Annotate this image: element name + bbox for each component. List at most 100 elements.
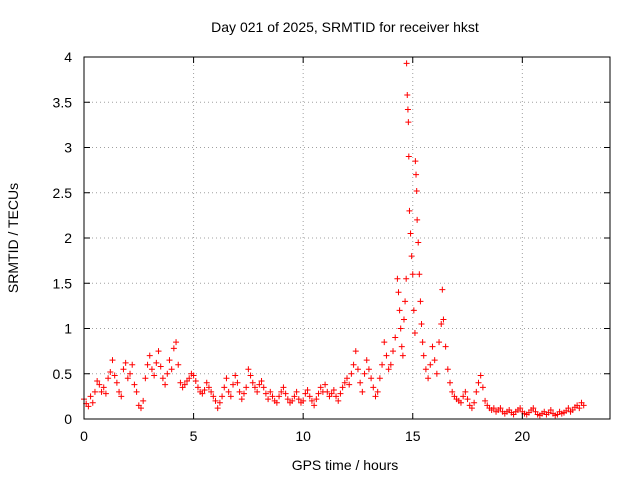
- data-point: [170, 345, 177, 352]
- data-point: [227, 393, 234, 400]
- data-point: [372, 393, 379, 400]
- data-point: [127, 370, 134, 377]
- data-point: [368, 375, 375, 382]
- x-tick-label: 10: [295, 428, 311, 444]
- data-point: [164, 370, 171, 377]
- data-point: [339, 384, 346, 391]
- data-point: [422, 366, 429, 373]
- plot-frame: [83, 56, 611, 420]
- data-point: [411, 330, 418, 337]
- data-point: [576, 405, 583, 412]
- data-point: [181, 381, 188, 388]
- data-point: [322, 381, 329, 388]
- data-point: [464, 396, 471, 403]
- data-point: [113, 379, 120, 386]
- data-point: [107, 368, 114, 375]
- data-point: [460, 393, 467, 400]
- data-point: [85, 403, 92, 410]
- data-point: [403, 275, 410, 282]
- data-point: [354, 366, 361, 373]
- data-point: [100, 384, 107, 391]
- data-point: [350, 361, 357, 368]
- data-point: [374, 388, 381, 395]
- data-point: [415, 239, 422, 246]
- data-point: [265, 396, 272, 403]
- data-point: [335, 397, 342, 404]
- data-point: [468, 405, 475, 412]
- y-tick-label: 0.5: [53, 366, 73, 382]
- data-point: [337, 390, 344, 397]
- data-point: [122, 359, 129, 366]
- grid: [84, 57, 610, 419]
- data-point: [153, 359, 160, 366]
- data-point: [151, 372, 158, 379]
- data-point: [120, 366, 127, 373]
- y-tick-label: 3: [64, 140, 72, 156]
- data-point: [308, 397, 315, 404]
- data-point: [396, 307, 403, 314]
- data-point: [230, 381, 237, 388]
- data-point: [205, 384, 212, 391]
- data-point: [247, 372, 254, 379]
- data-point: [407, 230, 414, 237]
- data-point: [376, 375, 383, 382]
- data-point: [418, 320, 425, 327]
- data-point: [565, 405, 572, 412]
- data-point: [87, 393, 94, 400]
- data-point: [387, 361, 394, 368]
- data-point: [425, 375, 432, 382]
- data-point: [216, 399, 223, 406]
- y-tick-label: 2: [64, 230, 72, 246]
- data-point: [91, 388, 98, 395]
- data-point: [402, 298, 409, 305]
- data-point: [381, 339, 388, 346]
- y-tick-label: 1.5: [53, 275, 73, 291]
- data-point: [223, 375, 230, 382]
- x-tick-label: 0: [80, 428, 88, 444]
- data-point: [420, 352, 427, 359]
- data-point: [442, 343, 449, 350]
- data-point: [293, 388, 300, 395]
- data-point: [547, 406, 554, 413]
- data-point: [289, 397, 296, 404]
- data-point: [190, 372, 197, 379]
- data-point: [365, 366, 372, 373]
- data-point: [194, 384, 201, 391]
- data-point: [214, 405, 221, 412]
- data-point: [317, 384, 324, 391]
- data-point: [175, 361, 182, 368]
- data-point: [256, 381, 263, 388]
- data-point: [129, 361, 136, 368]
- x-tick-label: 20: [515, 428, 531, 444]
- data-point: [482, 397, 489, 404]
- data-point: [436, 339, 443, 346]
- data-point: [203, 379, 210, 386]
- y-tick-label: 1: [64, 321, 72, 337]
- data-point: [258, 377, 265, 384]
- data-point: [400, 316, 407, 323]
- data-point: [269, 393, 276, 400]
- data-point: [146, 352, 153, 359]
- data-point: [313, 396, 320, 403]
- data-point: [166, 357, 173, 364]
- axis-ticks: 0 5 10 15 20 0 0.5 1 1.5 2 2.5 3 3.5 4: [53, 49, 610, 444]
- data-point: [344, 375, 350, 382]
- data-point: [413, 187, 420, 194]
- data-point: [105, 375, 112, 382]
- data-point: [490, 405, 497, 412]
- data-point: [433, 370, 440, 377]
- data-point: [416, 271, 423, 278]
- data-point: [473, 388, 480, 395]
- data-point: [267, 388, 274, 395]
- data-point: [162, 381, 169, 388]
- data-point: [497, 405, 504, 412]
- data-point: [168, 366, 175, 373]
- data-point: [447, 379, 454, 386]
- data-point: [210, 393, 217, 400]
- data-point: [98, 388, 105, 395]
- data-point: [186, 375, 193, 382]
- data-point: [440, 316, 447, 323]
- y-tick-label: 3.5: [53, 94, 73, 110]
- data-point: [159, 375, 166, 382]
